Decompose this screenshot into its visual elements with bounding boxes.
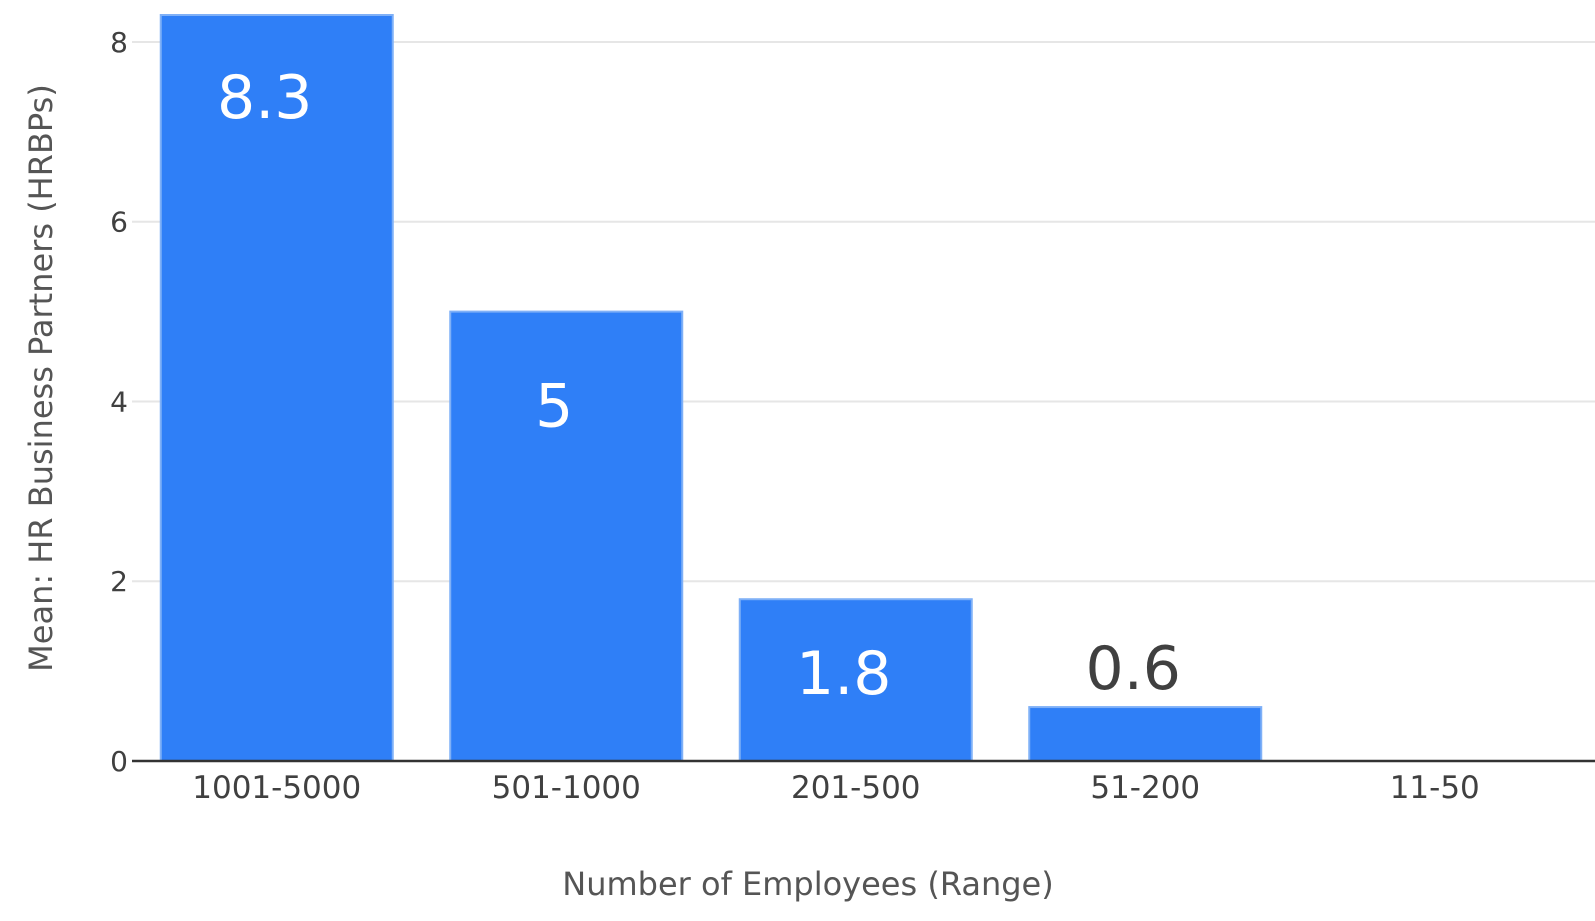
bar-51-200: [1028, 706, 1263, 762]
y-tick-label: 6: [110, 206, 128, 239]
bar-data-labels: 8.3 5 1.8 0.6: [217, 63, 1181, 709]
bar-201-500: [738, 598, 973, 762]
bar-1001-5000: [159, 14, 394, 762]
x-tick-label: 11-50: [1390, 770, 1480, 806]
x-tick-label: 51-200: [1090, 770, 1200, 806]
x-tick-label: 201-500: [791, 770, 921, 806]
x-tick-label: 1001-5000: [192, 770, 361, 806]
y-tick-label: 4: [110, 385, 128, 418]
y-tick-label: 8: [110, 26, 128, 59]
x-axis-title: Number of Employees (Range): [562, 865, 1053, 903]
y-tick-label: 0: [110, 745, 128, 778]
bar-data-label: 5: [535, 372, 573, 442]
y-axis-ticks: 0 2 4 6 8: [110, 26, 128, 778]
y-tick-label: 2: [110, 565, 128, 598]
y-axis-title: Mean: HR Business Partners (HRBPs): [22, 84, 60, 672]
bar-data-label: 8.3: [217, 63, 312, 133]
x-tick-label: 501-1000: [492, 770, 641, 806]
bar-data-label: 1.8: [796, 639, 891, 709]
bar-data-label: 0.6: [1086, 634, 1181, 704]
x-axis-ticks: 1001-5000 501-1000 201-500 51-200 11-50: [192, 770, 1480, 806]
